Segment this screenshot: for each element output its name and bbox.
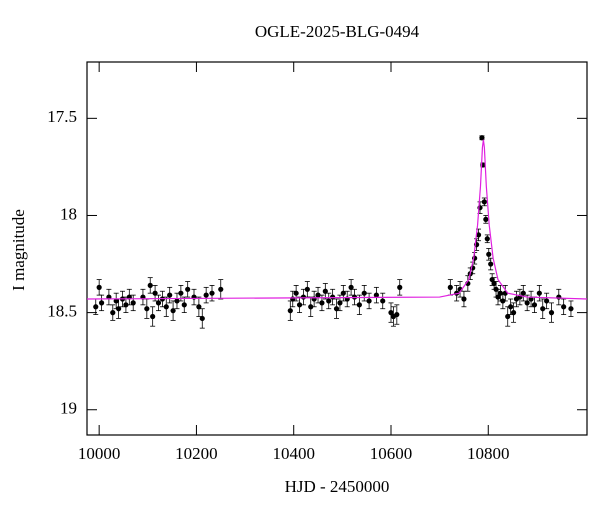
data-point [540, 306, 546, 312]
data-point [475, 232, 482, 238]
data-point [483, 216, 489, 222]
y-tick-label: 18 [60, 204, 77, 223]
data-point [326, 298, 332, 304]
data-point [203, 292, 209, 298]
data-point [287, 308, 293, 314]
data-point [397, 284, 403, 290]
data-point [113, 298, 119, 304]
data-point [319, 300, 325, 306]
data-point [152, 290, 158, 296]
data-point [322, 288, 328, 294]
data-point [315, 292, 321, 298]
y-tick-label: 19 [60, 399, 77, 418]
data-point [144, 306, 150, 312]
data-point [304, 286, 310, 292]
x-tick-label: 10200 [175, 444, 218, 463]
data-point [548, 310, 555, 316]
data-point [174, 298, 180, 304]
data-point [361, 290, 367, 296]
data-point [116, 306, 122, 312]
data-point [348, 284, 354, 290]
y-axis-label: I magnitude [9, 209, 28, 291]
data-point [110, 310, 116, 316]
chart-title: OGLE-2025-BLG-0494 [255, 22, 420, 41]
data-point [488, 261, 494, 267]
data-point [167, 292, 173, 298]
data-point [508, 304, 514, 310]
y-tick-label: 18.5 [47, 302, 77, 321]
x-tick-label: 10600 [370, 444, 413, 463]
plot-area [87, 135, 587, 329]
data-point [394, 311, 400, 318]
data-point [380, 298, 386, 304]
data-point [461, 296, 467, 302]
data-point [333, 306, 340, 312]
data-point [340, 290, 346, 296]
data-point [366, 298, 372, 304]
data-point [486, 251, 492, 257]
x-tick-label: 10000 [78, 444, 121, 463]
data-point [130, 300, 136, 306]
data-point [337, 300, 343, 306]
data-point [388, 310, 394, 316]
data-point [93, 304, 99, 310]
data-point [536, 290, 542, 296]
data-point [293, 290, 299, 296]
data-point [447, 284, 453, 290]
data-point [199, 315, 205, 322]
data-point [484, 236, 490, 242]
data-point [531, 302, 538, 308]
data-point [308, 304, 314, 310]
data-point [150, 313, 156, 320]
x-tick-label: 10800 [467, 444, 510, 463]
model-curve [87, 139, 587, 300]
data-point [163, 304, 169, 310]
data-point [96, 284, 102, 290]
data-point [524, 300, 530, 306]
data-point [196, 304, 202, 310]
data-point [556, 294, 562, 300]
data-point [123, 302, 129, 308]
y-tick-label: 17.5 [47, 107, 77, 126]
data-point [520, 290, 526, 296]
data-point [489, 276, 495, 283]
data-point [218, 286, 224, 292]
data-point [356, 302, 362, 308]
data-point [170, 308, 176, 314]
data-point [181, 302, 187, 308]
data-point [491, 280, 497, 287]
data-point [98, 300, 105, 306]
data-point [373, 292, 379, 298]
x-axis-label: HJD - 2450000 [285, 477, 390, 496]
data-point [568, 306, 574, 312]
data-point [495, 294, 501, 300]
plot-frame [86, 61, 588, 436]
data-point [479, 135, 485, 141]
data-point [481, 199, 487, 205]
data-point [544, 298, 550, 304]
data-point [185, 286, 191, 292]
data-point [561, 304, 567, 310]
data-point [147, 282, 153, 289]
x-tick-label: 10400 [272, 444, 315, 463]
data-point [505, 313, 511, 320]
data-point [209, 290, 215, 296]
data-point [510, 310, 517, 316]
data-point [155, 300, 162, 306]
data-point [178, 290, 184, 296]
data-point [296, 302, 303, 308]
